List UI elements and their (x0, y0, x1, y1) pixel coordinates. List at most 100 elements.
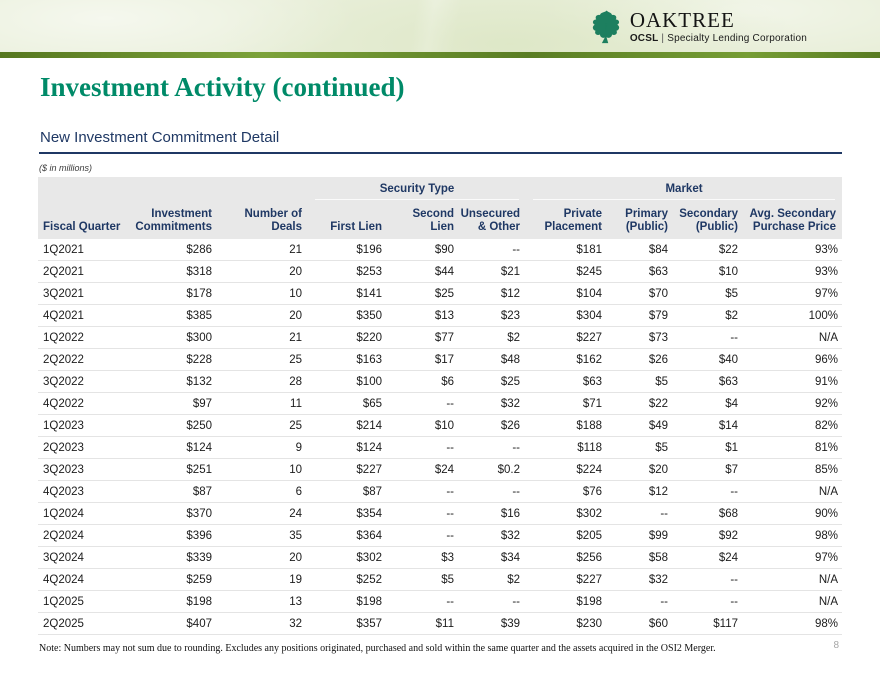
brand-name: OAKTREE (629, 8, 735, 32)
value-cell: $220 (308, 326, 388, 349)
value-cell: 32 (218, 612, 308, 635)
commitment-table-wrap: Security Type Market Fiscal Quarter Inve… (38, 177, 843, 635)
value-cell: $87 (308, 480, 388, 503)
value-cell: $2 (460, 326, 526, 349)
table-row: 4Q2023 $87 6 $87 -- -- $76 $12 -- N/A (38, 480, 843, 503)
value-cell: 10 (218, 282, 308, 305)
value-cell: $5 (608, 370, 674, 393)
value-cell: $205 (526, 524, 608, 547)
fiscal-quarter-cell: 1Q2024 (38, 502, 130, 525)
table-row: 4Q2024 $259 19 $252 $5 $2 $227 $32 -- N/A (38, 568, 843, 591)
table-row: 4Q2021 $385 20 $350 $13 $23 $304 $79 $2 100% (38, 304, 843, 327)
fiscal-quarter-cell: 3Q2022 (38, 370, 130, 393)
fiscal-quarter-cell: 2Q2022 (38, 348, 130, 371)
col-header-second-lien: Second Lien (388, 200, 460, 239)
value-cell: $22 (674, 239, 744, 261)
fiscal-quarter-cell: 1Q2021 (38, 239, 130, 261)
value-cell: -- (674, 590, 744, 613)
value-cell: $68 (674, 502, 744, 525)
value-cell: $178 (130, 282, 218, 305)
value-cell: $302 (526, 502, 608, 525)
value-cell: $14 (674, 414, 744, 437)
table-row: 1Q2024 $370 24 $354 -- $16 $302 -- $68 90% (38, 502, 843, 525)
value-cell: -- (608, 590, 674, 613)
table-row: 2Q2024 $396 35 $364 -- $32 $205 $99 $92 98% (38, 524, 843, 547)
value-cell: 100% (744, 304, 843, 327)
value-cell: $357 (308, 612, 388, 635)
brand-separator: | (661, 33, 665, 44)
value-cell: -- (460, 436, 526, 459)
value-cell: $49 (608, 414, 674, 437)
value-cell: $87 (130, 480, 218, 503)
value-cell: $132 (130, 370, 218, 393)
group-header-spacer (38, 177, 308, 200)
value-cell: $230 (526, 612, 608, 635)
value-cell: 25 (218, 348, 308, 371)
value-cell: $65 (308, 392, 388, 415)
value-cell: -- (388, 590, 460, 613)
value-cell: $350 (308, 304, 388, 327)
value-cell: $304 (526, 304, 608, 327)
value-cell: $71 (526, 392, 608, 415)
value-cell: $124 (130, 436, 218, 459)
value-cell: $364 (308, 524, 388, 547)
table-row: 1Q2022 $300 21 $220 $77 $2 $227 $73 -- N/A (38, 326, 843, 349)
value-cell: $162 (526, 348, 608, 371)
fiscal-quarter-cell: 3Q2021 (38, 282, 130, 305)
value-cell: $17 (388, 348, 460, 371)
value-cell: $63 (608, 260, 674, 283)
col-header-investment-commitments: Investment Commitments (130, 200, 218, 239)
units-note: ($ in millions) (39, 163, 93, 173)
column-header-row: Fiscal Quarter Investment Commitments Nu… (38, 200, 843, 239)
table-row: 3Q2024 $339 20 $302 $3 $34 $256 $58 $24 97% (38, 546, 843, 569)
value-cell: $2 (460, 568, 526, 591)
fiscal-quarter-cell: 1Q2025 (38, 590, 130, 613)
value-cell: $76 (526, 480, 608, 503)
value-cell: $141 (308, 282, 388, 305)
value-cell: N/A (744, 326, 843, 349)
value-cell: $370 (130, 502, 218, 525)
table-row: 1Q2021 $286 21 $196 $90 -- $181 $84 $22 93% (38, 239, 843, 261)
table-body: 1Q2021 $286 21 $196 $90 -- $181 $84 $22 93% 2Q2021… (38, 239, 843, 635)
value-cell: $73 (608, 326, 674, 349)
value-cell: 92% (744, 392, 843, 415)
value-cell: $22 (608, 392, 674, 415)
value-cell: $196 (308, 239, 388, 261)
value-cell: $10 (388, 414, 460, 437)
value-cell: $198 (130, 590, 218, 613)
value-cell: $163 (308, 348, 388, 371)
value-cell: $79 (608, 304, 674, 327)
value-cell: $12 (608, 480, 674, 503)
value-cell: $40 (674, 348, 744, 371)
value-cell: -- (388, 480, 460, 503)
value-cell: $2 (674, 304, 744, 327)
logo-text: OAKTREE OCSL | Specialty Lending Corporati… (630, 10, 807, 44)
value-cell: 85% (744, 458, 843, 481)
value-cell: -- (388, 502, 460, 525)
value-cell: -- (674, 480, 744, 503)
table-row: 3Q2021 $178 10 $141 $25 $12 $104 $70 $5 97% (38, 282, 843, 305)
table-row: 1Q2025 $198 13 $198 -- -- $198 -- -- N/A (38, 590, 843, 613)
value-cell: 21 (218, 326, 308, 349)
value-cell: $245 (526, 260, 608, 283)
value-cell: $48 (460, 348, 526, 371)
group-header-market: Market (526, 177, 843, 200)
value-cell: 25 (218, 414, 308, 437)
fiscal-quarter-cell: 4Q2023 (38, 480, 130, 503)
col-header-fiscal-quarter: Fiscal Quarter (38, 200, 130, 239)
value-cell: 6 (218, 480, 308, 503)
value-cell: $181 (526, 239, 608, 261)
value-cell: 98% (744, 524, 843, 547)
value-cell: 93% (744, 239, 843, 261)
value-cell: 82% (744, 414, 843, 437)
value-cell: $25 (460, 370, 526, 393)
value-cell: N/A (744, 480, 843, 503)
value-cell: -- (388, 392, 460, 415)
company-logo: OAKTREE OCSL | Specialty Lending Corporati… (591, 8, 807, 46)
value-cell: $5 (388, 568, 460, 591)
value-cell: $188 (526, 414, 608, 437)
value-cell: $118 (526, 436, 608, 459)
value-cell: 28 (218, 370, 308, 393)
col-header-private-placement: Private Placement (526, 200, 608, 239)
